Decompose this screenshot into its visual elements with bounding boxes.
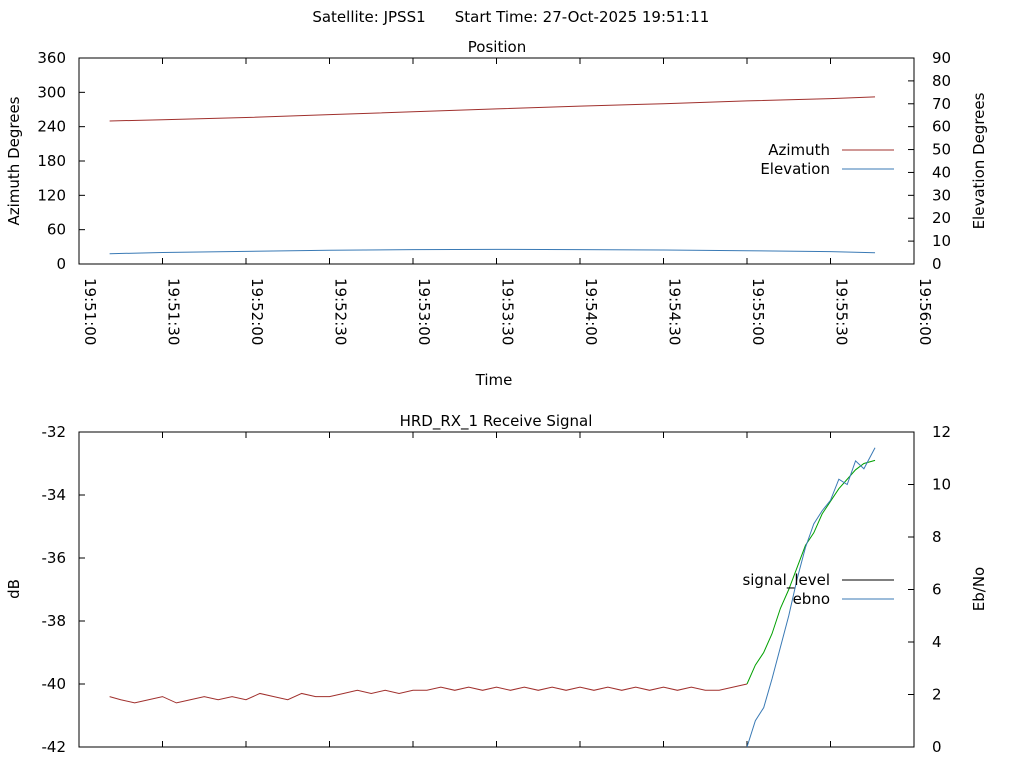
y2-tick-label: 60 bbox=[932, 118, 951, 136]
header-satellite: Satellite: JPSS1 bbox=[312, 8, 425, 26]
header-start-time: Start Time: 27-Oct-2025 19:51:11 bbox=[455, 8, 710, 26]
y2-tick-label: 8 bbox=[932, 528, 942, 546]
series-azimuth-line bbox=[109, 96, 876, 122]
series-ebno-line bbox=[746, 447, 876, 748]
x-tick-label: 19:51:30 bbox=[165, 278, 183, 345]
signal-chart-title: HRD_RX_1 Receive Signal bbox=[400, 412, 593, 431]
position-y-axis-label: Azimuth Degrees bbox=[5, 96, 23, 225]
y2-tick-label: 2 bbox=[932, 686, 942, 704]
y2-tick-label: 4 bbox=[932, 633, 942, 651]
y2-tick-label: 90 bbox=[932, 49, 951, 67]
y-tick-label: -40 bbox=[42, 675, 67, 693]
series-elevation-line bbox=[109, 248, 876, 255]
y-tick-label: -42 bbox=[42, 738, 67, 756]
position-chart-title: Position bbox=[468, 38, 526, 56]
y-tick-label: 120 bbox=[37, 186, 66, 204]
y-tick-label: 360 bbox=[37, 49, 66, 67]
y2-tick-label: 10 bbox=[932, 476, 951, 494]
y2-tick-label: 70 bbox=[932, 95, 951, 113]
y-tick-label: 0 bbox=[56, 255, 66, 273]
x-tick-label: 19:52:30 bbox=[332, 278, 350, 345]
signal-chart: HRD_RX_1 Receive Signal -42 -40 -38 -36 -34 -… bbox=[5, 412, 988, 756]
signal-y-axis-label: dB bbox=[5, 579, 23, 599]
y2-tick-label: 0 bbox=[932, 738, 942, 756]
x-tick-label: 19:53:00 bbox=[415, 278, 433, 345]
y-tick-label: -32 bbox=[42, 423, 67, 441]
y-tick-label: 60 bbox=[47, 221, 66, 239]
legend-ebno-label: ebno bbox=[793, 590, 830, 608]
x-tick-label: 19:52:00 bbox=[248, 278, 266, 345]
series-signal-level-line bbox=[746, 459, 876, 685]
y2-tick-label: 20 bbox=[932, 209, 951, 227]
x-tick-label: 19:56:00 bbox=[916, 278, 934, 345]
y-tick-label: 300 bbox=[37, 83, 66, 101]
legend-signal-level-label: signal_level bbox=[742, 571, 830, 590]
position-x-axis-label: Time bbox=[475, 371, 513, 389]
position-y2-axis-label: Elevation Degrees bbox=[970, 92, 988, 229]
y-tick-label: 240 bbox=[37, 118, 66, 136]
y-tick-label: -34 bbox=[42, 486, 67, 504]
y-tick-label: 180 bbox=[37, 152, 66, 170]
series-signal-level-line bbox=[109, 683, 748, 704]
x-tick-label: 19:54:30 bbox=[666, 278, 684, 345]
y2-tick-label: 50 bbox=[932, 141, 951, 159]
x-tick-label: 19:51:00 bbox=[81, 278, 99, 345]
x-tick-label: 19:54:00 bbox=[582, 278, 600, 345]
y2-tick-label: 6 bbox=[932, 581, 942, 599]
y2-tick-label: 0 bbox=[932, 255, 942, 273]
y2-tick-label: 30 bbox=[932, 186, 951, 204]
y-tick-label: -36 bbox=[42, 549, 67, 567]
legend-azimuth-label: Azimuth bbox=[768, 141, 830, 159]
y2-tick-label: 80 bbox=[932, 72, 951, 90]
x-tick-label: 19:55:30 bbox=[833, 278, 851, 345]
x-tick-label: 19:55:00 bbox=[749, 278, 767, 345]
position-chart: Position 19:51:00 19:51:30 19:52:00 19:52:3… bbox=[5, 38, 988, 389]
y-tick-label: -38 bbox=[42, 612, 67, 630]
legend-elevation-label: Elevation bbox=[760, 160, 830, 178]
x-tick-label: 19:53:30 bbox=[499, 278, 517, 345]
signal-y2-axis-label: Eb/No bbox=[970, 567, 988, 611]
y2-tick-label: 12 bbox=[932, 423, 951, 441]
y2-tick-label: 10 bbox=[932, 232, 951, 250]
y2-tick-label: 40 bbox=[932, 163, 951, 181]
